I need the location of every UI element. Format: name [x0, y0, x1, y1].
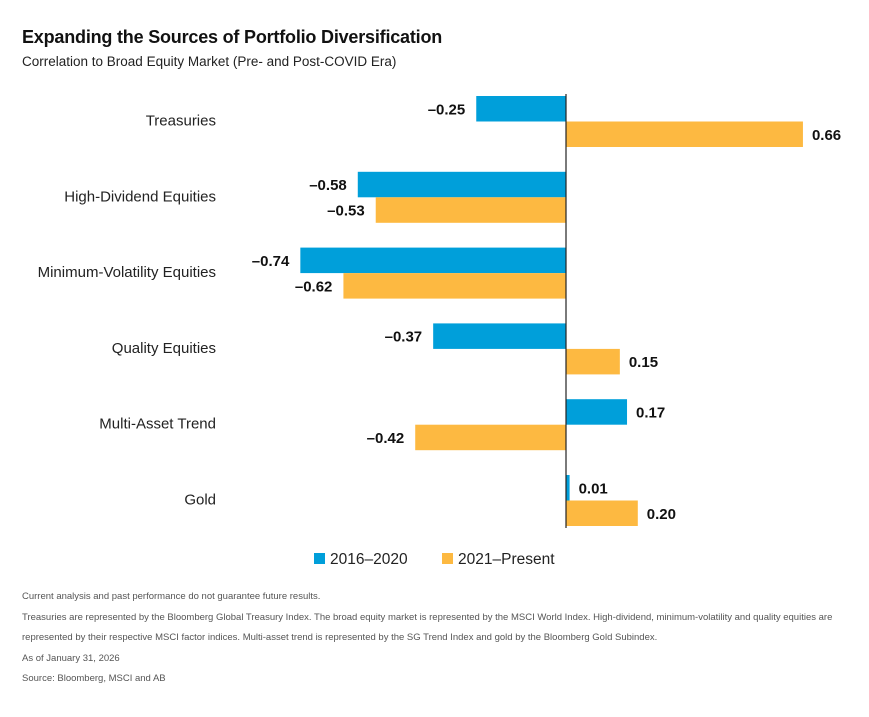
data-label: –0.42 [367, 430, 405, 447]
legend-swatch [314, 553, 325, 564]
chart-title: Expanding the Sources of Portfolio Diver… [22, 27, 443, 47]
footnote-source: Source: Bloomberg, MSCI and AB [22, 673, 166, 684]
bar-series-2 [566, 500, 638, 526]
bar-series-2 [415, 424, 566, 451]
data-label: –0.37 [385, 329, 423, 346]
footnote-disclaimer: Current analysis and past performance do… [22, 591, 321, 602]
chart-subtitle: Correlation to Broad Equity Market (Pre-… [22, 54, 397, 69]
bar-series-1 [476, 96, 566, 122]
data-label: 0.17 [636, 404, 665, 421]
bar-series-1 [433, 323, 566, 349]
data-label: –0.58 [309, 177, 347, 194]
bar-series-2 [566, 121, 803, 147]
category-label: Treasuries [146, 113, 216, 130]
data-label: 0.15 [629, 354, 658, 371]
category-label: Gold [184, 492, 216, 509]
footnote-as-of-date: As of January 31, 2026 [22, 652, 120, 664]
data-label: –0.53 [327, 203, 365, 220]
legend-label: 2021–Present [458, 551, 555, 568]
bar-series-2 [343, 273, 566, 299]
data-label: 0.66 [812, 127, 841, 144]
bar-series-1 [300, 247, 566, 274]
legend-swatch [442, 553, 453, 564]
category-label: Quality Equities [112, 340, 216, 357]
bar-chart: Treasuries –0.25 0.66 High-Dividend Equitie… [38, 94, 841, 568]
data-label: –0.62 [295, 278, 333, 295]
footnote-index-definitions: Treasuries are represented by the Bloomb… [22, 611, 833, 623]
data-label: –0.25 [428, 101, 466, 118]
category-label: High-Dividend Equities [64, 188, 216, 205]
legend-label: 2016–2020 [330, 551, 408, 568]
data-label: 0.01 [579, 480, 608, 497]
bar-series-1 [566, 475, 570, 501]
data-label: 0.20 [647, 506, 676, 523]
category-label: Multi-Asset Trend [99, 416, 216, 433]
footnotes: Current analysis and past performance do… [22, 587, 852, 690]
bar-series-2 [375, 197, 566, 223]
footnote-index-definitions-cont: represented by their respective MSCI fac… [22, 632, 658, 643]
bar-series-1 [357, 171, 566, 198]
bar-series-1 [566, 399, 628, 425]
bar-series-2 [566, 348, 620, 375]
category-label: Minimum-Volatility Equities [38, 264, 216, 281]
data-label: –0.74 [252, 253, 290, 270]
